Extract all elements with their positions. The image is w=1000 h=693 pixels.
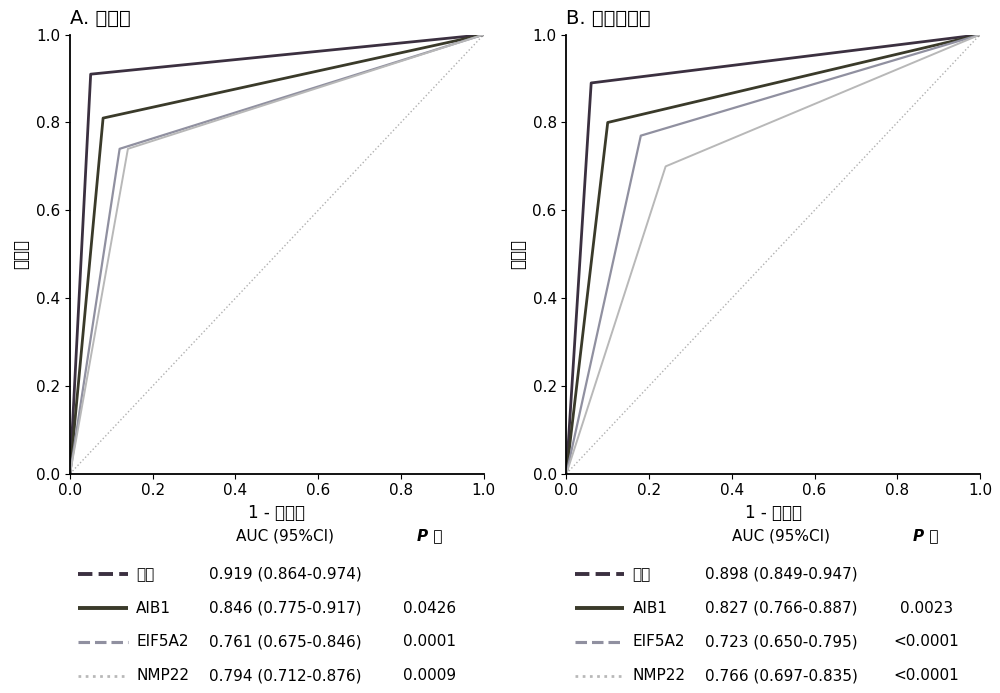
Text: AUC (95%CI): AUC (95%CI) <box>732 528 830 543</box>
Text: NMP22: NMP22 <box>633 668 686 683</box>
Text: 0.898 (0.849-0.947): 0.898 (0.849-0.947) <box>705 567 858 582</box>
Text: 0.0426: 0.0426 <box>403 601 456 615</box>
Text: 模型: 模型 <box>136 567 154 582</box>
Text: 0.919 (0.864-0.974): 0.919 (0.864-0.974) <box>209 567 361 582</box>
Text: 0.766 (0.697-0.835): 0.766 (0.697-0.835) <box>705 668 858 683</box>
Text: 0.761 (0.675-0.846): 0.761 (0.675-0.846) <box>209 635 361 649</box>
Text: 0.0001: 0.0001 <box>403 635 456 649</box>
Text: EIF5A2: EIF5A2 <box>633 635 685 649</box>
Text: 0.0023: 0.0023 <box>900 601 953 615</box>
Text: AUC (95%CI): AUC (95%CI) <box>236 528 334 543</box>
Text: 模型: 模型 <box>633 567 651 582</box>
Text: P 值: P 值 <box>417 528 443 543</box>
Text: <0.0001: <0.0001 <box>893 668 959 683</box>
X-axis label: 1 - 特异性: 1 - 特异性 <box>248 504 305 522</box>
Text: <0.0001: <0.0001 <box>893 635 959 649</box>
Y-axis label: 敏感性: 敏感性 <box>509 239 527 269</box>
Text: 0.846 (0.775-0.917): 0.846 (0.775-0.917) <box>209 601 361 615</box>
Text: AIB1: AIB1 <box>136 601 171 615</box>
Text: AIB1: AIB1 <box>633 601 668 615</box>
Text: P 值: P 值 <box>913 528 939 543</box>
Y-axis label: 敏感性: 敏感性 <box>12 239 30 269</box>
Text: NMP22: NMP22 <box>136 668 189 683</box>
Text: 0.827 (0.766-0.887): 0.827 (0.766-0.887) <box>705 601 858 615</box>
Text: 0.723 (0.650-0.795): 0.723 (0.650-0.795) <box>705 635 858 649</box>
Text: A. 训练组: A. 训练组 <box>70 8 131 28</box>
Text: 0.0009: 0.0009 <box>403 668 456 683</box>
Text: 0.794 (0.712-0.876): 0.794 (0.712-0.876) <box>209 668 361 683</box>
Text: EIF5A2: EIF5A2 <box>136 635 189 649</box>
X-axis label: 1 - 特异性: 1 - 特异性 <box>745 504 802 522</box>
Text: B. 独立验证组: B. 独立验证组 <box>566 8 651 28</box>
